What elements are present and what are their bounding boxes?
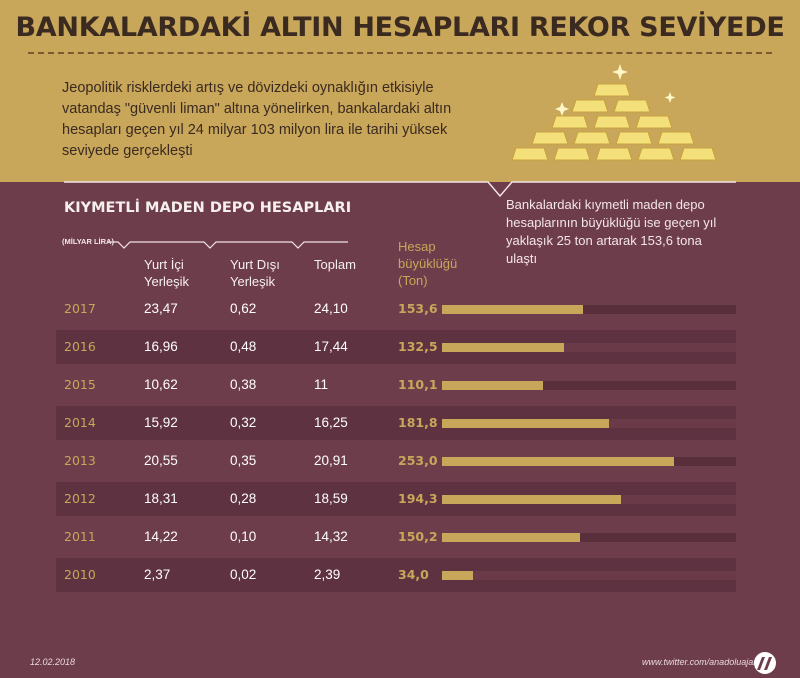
header-line: Yerleşik [230,274,276,289]
row-yurt-disi: 0,38 [230,377,257,392]
row-toplam: 17,44 [314,339,348,354]
row-ton: 153,6 [398,301,438,316]
row-ton: 150,2 [398,529,438,544]
row-year: 2014 [64,415,96,430]
bar-track [442,419,736,428]
table-row: 2011 14,22 0,10 14,32 150,2 [56,520,736,554]
row-yurt-disi: 0,28 [230,491,257,506]
row-year: 2017 [64,301,96,316]
unit-label: (MİLYAR LİRA) [62,237,114,246]
column-header-toplam: Toplam [314,256,356,273]
row-year: 2016 [64,339,96,354]
row-toplam: 18,59 [314,491,348,506]
column-header-hesap-buyuklugu: Hesap büyüklüğü (Ton) [398,238,457,289]
gold-bars-pyramid-icon [511,64,717,161]
intro-line: hesapları geçen yıl 24 milyar 103 milyon… [62,122,448,138]
column-header-yurt-ici: Yurt İçi Yerleşik [144,256,189,290]
row-year: 2015 [64,377,96,392]
row-yurt-ici: 16,96 [144,339,178,354]
row-yurt-ici: 10,62 [144,377,178,392]
row-ton: 194,3 [398,491,438,506]
sparkle-icon [555,64,676,116]
title-divider [28,52,772,54]
callout-line: ulaştı [506,251,538,266]
row-toplam: 20,91 [314,453,348,468]
row-yurt-disi: 0,35 [230,453,257,468]
row-yurt-disi: 0,02 [230,567,257,582]
row-year: 2011 [64,529,96,544]
bar-2012 [442,495,621,504]
header-line: Yerleşik [144,274,190,289]
bar-2016 [442,343,564,352]
anadolu-agency-logo-icon [754,652,776,674]
row-year: 2012 [64,491,96,506]
table-row: 2017 23,47 0,62 24,10 153,6 [56,292,736,326]
column-header-yurt-disi: Yurt Dışı Yerleşik [230,256,280,290]
callout-text: Bankalardaki kıymetli maden depo hesapla… [506,196,756,268]
bar-track [442,533,736,542]
intro-line: Jeopolitik risklerdeki artış ve dövizdek… [62,80,434,96]
callout-line: yaklaşık 25 ton artarak 153,6 tona [506,233,702,248]
bar-2015 [442,381,543,390]
bar-track [442,457,736,466]
intro-text: Jeopolitik risklerdeki artış ve dövizdek… [62,78,532,162]
row-yurt-ici: 20,55 [144,453,178,468]
row-yurt-disi: 0,10 [230,529,257,544]
header-line: Yurt İçi [144,257,184,272]
table-row: 2010 2,37 0,02 2,39 34,0 [56,558,736,592]
bar-track [442,571,736,580]
footer-date: 12.02.2018 [30,657,76,667]
header-line: (Ton) [398,273,428,288]
row-yurt-ici: 23,47 [144,301,178,316]
row-year: 2010 [64,567,96,582]
row-yurt-ici: 18,31 [144,491,178,506]
row-year: 2013 [64,453,96,468]
bar-2010 [442,571,473,580]
row-ton: 110,1 [398,377,438,392]
row-yurt-disi: 0,32 [230,415,257,430]
row-yurt-ici: 2,37 [144,567,171,582]
intro-line: vatandaş "güvenli liman" altına yönelirk… [62,101,452,117]
bar-2014 [442,419,609,428]
row-yurt-ici: 15,92 [144,415,178,430]
row-ton: 34,0 [398,567,429,582]
table-row: 2013 20,55 0,35 20,91 253,0 [56,444,736,478]
row-ton: 132,5 [398,339,438,354]
header-line: Toplam [314,257,356,272]
column-header-bracket [108,241,348,249]
header-line: Hesap [398,239,436,254]
row-ton: 181,8 [398,415,438,430]
header-line: büyüklüğü [398,256,458,271]
callout-line: hesaplarının büyüklüğü ise geçen yıl [506,215,717,230]
table-row: 2014 15,92 0,32 16,25 181,8 [56,406,736,440]
bar-track [442,381,736,390]
row-ton: 253,0 [398,453,438,468]
table-row: 2012 18,31 0,28 18,59 194,3 [56,482,736,516]
bar-track [442,343,736,352]
bar-track [442,495,736,504]
row-toplam: 11 [314,377,329,392]
row-toplam: 24,10 [314,301,348,316]
bar-track [442,305,736,314]
bar-2013 [442,457,674,466]
page-title: BANKALARDAKİ ALTIN HESAPLARI REKOR SEVİY… [15,12,785,43]
section-title: KIYMETLİ MADEN DEPO HESAPLARI [64,200,352,216]
row-toplam: 2,39 [314,567,341,582]
row-toplam: 16,25 [314,415,348,430]
bar-2011 [442,533,580,542]
row-toplam: 14,32 [314,529,348,544]
footer-credit: www.twitter.com/anadoluajansi [642,657,765,667]
intro-line: seviyede gerçekleşti [62,143,193,159]
bar-2017 [442,305,583,314]
row-yurt-ici: 14,22 [144,529,178,544]
callout-outline [64,181,736,198]
callout-line: Bankalardaki kıymetli maden depo [506,197,705,212]
table-row: 2015 10,62 0,38 11 110,1 [56,368,736,402]
row-yurt-disi: 0,62 [230,301,257,316]
header-line: Yurt Dışı [230,257,280,272]
table-row: 2016 16,96 0,48 17,44 132,5 [56,330,736,364]
row-yurt-disi: 0,48 [230,339,257,354]
